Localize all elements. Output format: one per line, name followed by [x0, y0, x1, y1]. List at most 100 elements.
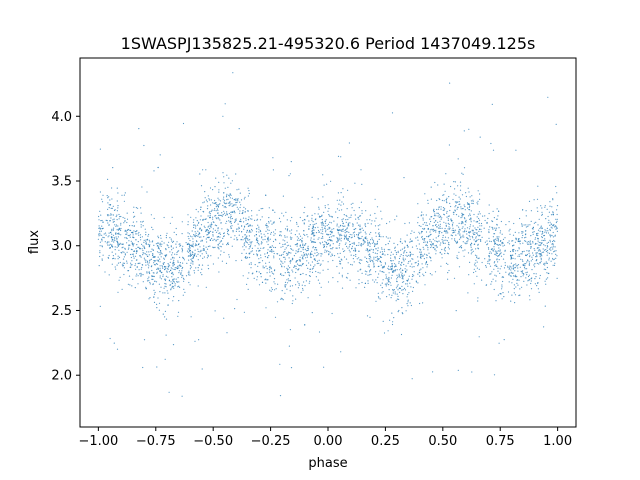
data-point [290, 238, 292, 240]
data-point [533, 264, 535, 266]
data-point [242, 236, 244, 238]
data-point [187, 248, 189, 250]
data-point [190, 262, 192, 264]
data-point [495, 264, 497, 266]
data-point [142, 249, 144, 252]
data-point [120, 234, 122, 236]
data-point [124, 229, 126, 231]
data-point [157, 166, 159, 169]
data-point [438, 214, 440, 216]
data-point [235, 173, 237, 175]
data-point [99, 148, 101, 150]
data-point [261, 236, 263, 238]
data-point [102, 227, 104, 229]
data-point [248, 248, 250, 250]
data-point [459, 203, 461, 205]
data-point [165, 267, 167, 270]
data-point [230, 194, 232, 196]
data-point [382, 320, 384, 322]
data-point [258, 242, 260, 245]
data-point [328, 250, 330, 253]
data-point [516, 282, 518, 284]
data-point [439, 244, 441, 246]
data-point [225, 206, 227, 209]
data-point [517, 270, 519, 272]
data-point [387, 278, 389, 280]
data-point [331, 240, 333, 242]
data-point [555, 253, 557, 255]
data-point [528, 250, 530, 252]
data-point [447, 228, 449, 230]
data-point [131, 285, 133, 287]
data-point [396, 278, 398, 280]
data-point [153, 262, 155, 264]
data-point [360, 237, 362, 239]
data-point [337, 230, 340, 232]
data-point [239, 212, 241, 214]
data-point [200, 272, 202, 274]
data-point [114, 258, 116, 260]
data-point [207, 226, 209, 228]
data-point [544, 280, 546, 282]
data-point [477, 257, 479, 260]
data-point [294, 234, 296, 236]
data-point [242, 246, 244, 248]
data-point [448, 248, 450, 250]
data-point [203, 225, 205, 227]
data-point [98, 225, 100, 227]
data-point [512, 257, 514, 259]
data-point [284, 258, 286, 260]
data-point [526, 250, 528, 252]
data-point [129, 234, 131, 236]
data-point [156, 366, 158, 368]
data-point [338, 233, 340, 235]
data-point [173, 259, 175, 261]
data-point [113, 220, 115, 223]
data-point [471, 371, 473, 373]
data-point [156, 263, 159, 265]
data-point [298, 282, 300, 285]
data-point [112, 234, 115, 236]
data-point [232, 72, 234, 74]
data-point [142, 225, 144, 227]
data-point [148, 239, 150, 241]
data-point [144, 259, 146, 261]
data-point [466, 237, 469, 239]
data-point [117, 229, 120, 231]
data-point [454, 240, 457, 242]
data-point [370, 231, 372, 234]
data-point [117, 262, 120, 264]
data-point [298, 248, 300, 250]
data-point [205, 251, 207, 253]
data-point [198, 221, 200, 223]
data-point [121, 194, 123, 196]
data-point [458, 251, 460, 253]
data-point [226, 213, 228, 215]
data-point [360, 169, 362, 171]
data-point [320, 255, 322, 257]
data-point [141, 266, 143, 269]
data-point [202, 219, 204, 221]
data-point [302, 249, 304, 251]
data-point [495, 265, 497, 267]
data-point [466, 233, 468, 235]
data-point [187, 251, 189, 253]
data-point [139, 262, 141, 264]
data-point [474, 254, 477, 256]
data-point [389, 237, 391, 239]
data-point [120, 224, 122, 226]
data-point [448, 226, 450, 228]
data-point [209, 224, 211, 226]
data-point [535, 253, 537, 255]
data-point [134, 255, 137, 257]
data-point [302, 244, 304, 246]
data-point [132, 253, 134, 255]
data-point [110, 207, 112, 209]
data-point [351, 245, 354, 247]
data-point [119, 228, 121, 230]
data-point [217, 227, 219, 229]
data-point [200, 215, 202, 217]
data-point [224, 103, 226, 105]
data-point [181, 395, 183, 397]
data-point [281, 298, 283, 300]
